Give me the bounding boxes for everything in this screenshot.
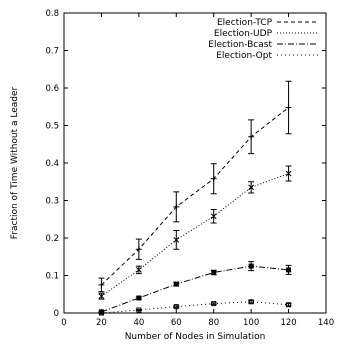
legend-label: Election-TCP <box>217 18 273 28</box>
legend: Election-TCPElection-UDPElection-BcastEl… <box>208 18 318 61</box>
data-point <box>286 267 292 273</box>
x-tick-label: 20 <box>96 318 107 328</box>
data-point <box>136 295 142 301</box>
series-election-bcast <box>98 261 292 315</box>
legend-label: Election-Opt <box>216 51 272 61</box>
y-tick-label: 0.4 <box>45 159 59 169</box>
x-tick-label: 120 <box>280 318 296 328</box>
data-point <box>248 263 254 269</box>
data-point <box>286 302 292 308</box>
data-point <box>98 281 105 288</box>
plot-marks <box>98 80 292 316</box>
y-tick-label: 0.6 <box>45 84 59 94</box>
data-point <box>211 301 217 307</box>
x-tick-label: 80 <box>208 318 219 328</box>
x-tick-label: 100 <box>243 318 259 328</box>
data-point <box>173 281 179 287</box>
x-axis-title: Number of Nodes in Simulation <box>125 332 266 342</box>
y-tick-label: 0.2 <box>45 234 59 244</box>
series-line <box>101 265 289 313</box>
data-point <box>248 133 255 140</box>
y-tick-label: 0.3 <box>45 197 59 207</box>
legend-label: Election-Bcast <box>208 40 272 50</box>
data-point <box>136 267 142 273</box>
y-tick-label: 0.1 <box>45 272 59 282</box>
data-point <box>210 213 217 220</box>
data-point <box>173 203 180 210</box>
series-election-tcp <box>98 80 292 293</box>
x-tick-label: 60 <box>171 318 182 328</box>
axis-ticks: 0 20 40 60 80 100 120 140 0 0.1 0.2 0.3 0.4 0.5 0.6 0.7… <box>45 9 334 328</box>
y-tick-label: 0.8 <box>45 9 59 19</box>
x-tick-label: 40 <box>133 318 144 328</box>
data-point <box>135 246 142 253</box>
data-point <box>173 304 179 310</box>
data-point <box>248 299 254 305</box>
data-point <box>98 293 105 299</box>
series-line <box>101 301 289 314</box>
data-point <box>248 184 254 191</box>
y-axis-title: Fraction of Time Without a Leader <box>10 86 20 239</box>
series-line <box>101 173 289 297</box>
data-point <box>285 170 292 177</box>
y-tick-label: 0.5 <box>45 122 59 132</box>
series-election-udp <box>98 165 292 300</box>
x-tick-label: 140 <box>318 318 334 328</box>
data-point <box>173 237 180 243</box>
y-tick-label: 0.7 <box>45 47 59 57</box>
data-point <box>211 270 217 275</box>
y-tick-label: 0 <box>54 309 59 319</box>
data-point <box>285 104 292 111</box>
series-line <box>101 107 289 286</box>
legend-label: Election-UDP <box>214 29 273 39</box>
x-tick-label: 0 <box>61 318 66 328</box>
data-point <box>210 175 217 182</box>
